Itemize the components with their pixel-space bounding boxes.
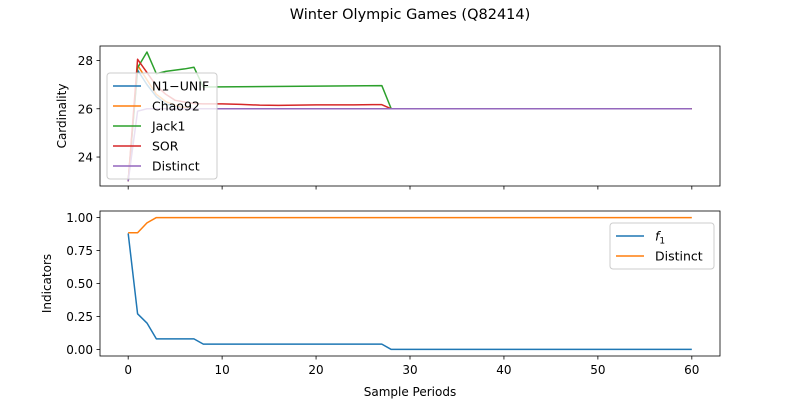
top-legend-label-sor: SOR: [152, 139, 179, 154]
cardinality-chart: 24 26 28 Cardinality N1−UNIF Chao92 Jack1 SOR Di…: [55, 45, 721, 190]
top-y-tick-label: 24: [78, 151, 93, 165]
bottom-legend-label-f1: f1: [655, 229, 665, 247]
bottom-x-tick-label: 20: [308, 363, 323, 377]
bottom-legend: f1 Distinct: [609, 222, 715, 270]
bottom-x-tick-label: 30: [402, 363, 417, 377]
bottom-x-axis-label: Sample Periods: [364, 385, 456, 399]
bottom-legend-label-distinct: Distinct: [655, 249, 703, 264]
top-y-axis-label: Cardinality: [55, 84, 69, 149]
bottom-x-tick-label: 40: [496, 363, 511, 377]
bottom-x-tick-label: 60: [684, 363, 699, 377]
top-legend-label-jack1: Jack1: [151, 119, 185, 134]
bottom-series-line-distinct: [128, 216, 692, 234]
top-legend-label-distinct: Distinct: [152, 159, 200, 174]
bottom-y-tick-label: 0.00: [66, 343, 93, 357]
indicators-chart: 0 10 20 30 40 50 60 0.00 0.25 0.50 0.75 1.00 Indicat…: [40, 210, 721, 399]
top-y-tick-label: 28: [78, 54, 93, 68]
bottom-y-tick-label: 0.25: [66, 310, 93, 324]
top-series-line-jack1: [127, 51, 692, 182]
figure-title: Winter Olympic Games (Q82414): [290, 7, 531, 23]
bottom-x-tick-label: 50: [590, 363, 605, 377]
bottom-series-line-f1: [127, 233, 692, 351]
bottom-y-tick-label: 0.50: [66, 277, 93, 291]
bottom-y-tick-label: 0.75: [66, 244, 93, 258]
top-legend-label-chao92: Chao92: [152, 99, 200, 114]
bottom-legend-box: [609, 222, 715, 270]
top-legend-label-n1-unif: N1−UNIF: [152, 79, 209, 94]
bottom-series-group: [127, 216, 692, 351]
bottom-y-tick-label: 1.00: [66, 211, 93, 225]
top-legend: N1−UNIF Chao92 Jack1 SOR Distinct: [106, 72, 218, 180]
top-legend-box: [106, 72, 218, 180]
top-y-tick-label: 26: [78, 102, 93, 116]
bottom-y-axis-label: Indicators: [40, 254, 54, 313]
bottom-x-tick-label: 10: [214, 363, 229, 377]
bottom-x-tick-label: 0: [124, 363, 132, 377]
